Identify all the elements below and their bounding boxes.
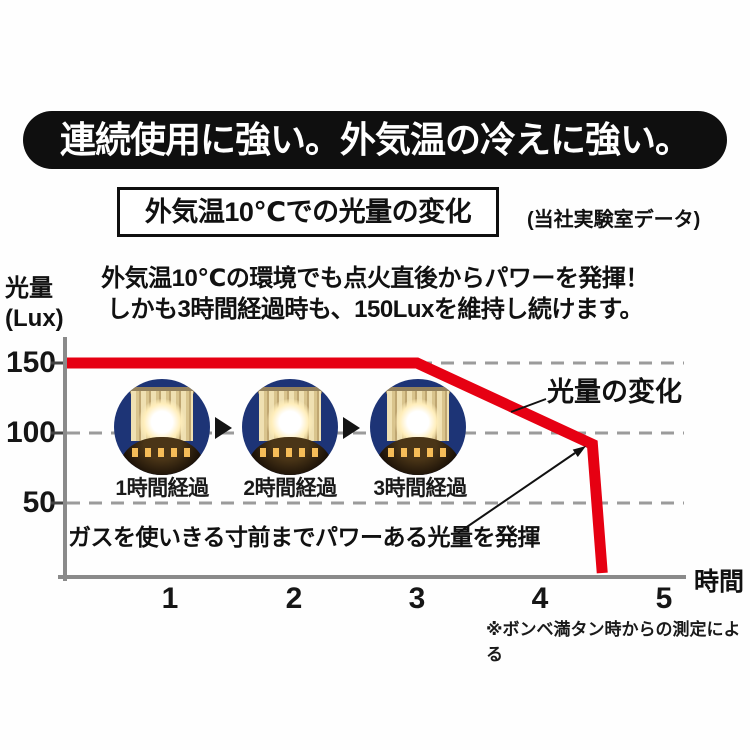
- y-tick-100: 100: [5, 416, 56, 449]
- annotation-arrowhead-icon: [572, 446, 586, 457]
- measurement-footnote: ※ボンベ満タン時からの測定による: [486, 620, 741, 664]
- x-tick-5: 5: [655, 582, 673, 615]
- y-axis-title: 光量 (Lux): [5, 274, 64, 334]
- lantern-vent-holes: [388, 448, 448, 457]
- arrow-right-icon: [215, 417, 232, 439]
- series-label: 光量の変化: [547, 377, 682, 407]
- y-axis-title-line2: (Lux): [5, 305, 64, 332]
- x-tick-4: 4: [531, 582, 549, 615]
- x-axis-title: 時間: [694, 568, 745, 596]
- lantern-photo-3hour: [370, 379, 466, 475]
- chart-title-note: (当社実験室データ): [527, 209, 701, 231]
- arrow-right-icon: [343, 417, 360, 439]
- headline-text: 連続使用に強い。外気温の冷えに強い。: [59, 119, 691, 160]
- y-tick-150: 150: [5, 346, 56, 379]
- x-tick-3: 3: [408, 582, 426, 615]
- y-axis-title-line1: 光量: [5, 275, 53, 302]
- gas-annotation: ガスを使いきる寸前までパワーある光量を発揮: [68, 524, 541, 550]
- series-label-pointer-line: [510, 398, 547, 413]
- lantern-vent-holes: [132, 448, 192, 457]
- lead-line-2: しかも3時間経過時も、150Luxを維持し続けます。: [107, 296, 643, 323]
- x-tick-1: 1: [161, 582, 179, 615]
- chart-title: 外気温10℃での光量の変化: [144, 197, 472, 227]
- lead-text: 外気温10℃の環境でも点火直後からパワーを発揮！ しかも3時間経過時も、150L…: [0, 263, 750, 325]
- lantern-photo-2hour: [242, 379, 338, 475]
- lantern-photo-1hour: [114, 379, 210, 475]
- headline-banner: 連続使用に強い。外気温の冷えに強い。: [23, 111, 727, 169]
- photo-label-1hour: 1時間経過: [115, 477, 209, 500]
- lantern-vent-holes: [260, 448, 320, 457]
- x-tick-2: 2: [285, 582, 303, 615]
- chart-title-box: 外気温10℃での光量の変化: [117, 187, 499, 237]
- y-tick-50: 50: [22, 486, 56, 519]
- lead-line-1: 外気温10℃の環境でも点火直後からパワーを発揮！: [101, 265, 649, 292]
- photo-label-2hour: 2時間経過: [243, 477, 337, 500]
- photo-label-3hour: 3時間経過: [373, 477, 467, 500]
